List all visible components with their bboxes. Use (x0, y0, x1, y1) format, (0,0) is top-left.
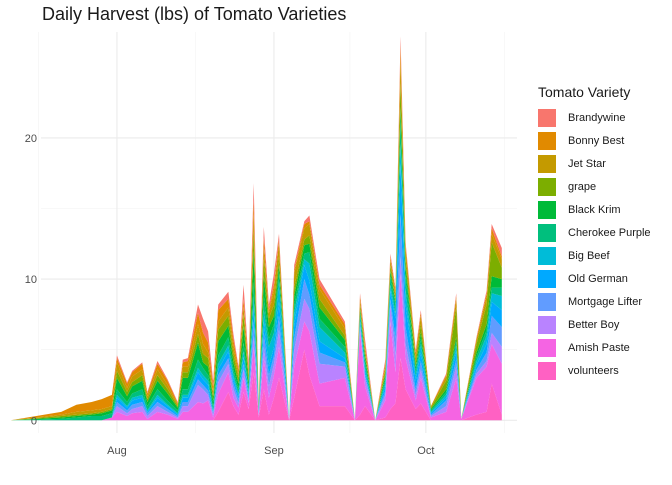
legend-key-swatch (538, 223, 556, 242)
legend-key-swatch (538, 131, 556, 150)
legend-label: Jet Star (568, 157, 606, 170)
legend-item: Jet Star (538, 152, 651, 175)
legend-key-swatch (538, 269, 556, 288)
legend-label: Big Beef (568, 249, 610, 262)
legend-label: Black Krim (568, 203, 621, 216)
legend-key-swatch (538, 361, 556, 380)
stacked-areas (10, 36, 502, 421)
area-volunteers (10, 349, 502, 421)
chart-title: Daily Harvest (lbs) of Tomato Varieties (42, 4, 347, 24)
legend-key-swatch (538, 200, 556, 219)
legend-item: Old German (538, 267, 651, 290)
legend-key-swatch (538, 246, 556, 265)
legend-item: Black Krim (538, 198, 651, 221)
legend-label: Old German (568, 272, 628, 285)
legend-label: Better Boy (568, 318, 620, 331)
y-tick-label: 0 (31, 415, 37, 427)
y-tick-label: 10 (25, 274, 37, 286)
legend-key-swatch (538, 292, 556, 311)
legend-label: Cherokee Purple (568, 226, 651, 239)
legend-key-swatch (538, 315, 556, 334)
x-tick-label: Sep (264, 445, 284, 457)
legend-items: Brandywine Bonny Best Jet Star grape Black K… (538, 106, 651, 382)
legend-key-swatch (538, 177, 556, 196)
legend-item: Big Beef (538, 244, 651, 267)
legend-item: grape (538, 175, 651, 198)
legend-item: Bonny Best (538, 129, 651, 152)
legend: Tomato Variety Brandywine Bonny Best Jet S… (538, 84, 651, 382)
x-tick-label: Aug (107, 445, 127, 457)
legend-key-swatch (538, 108, 556, 127)
legend-key-swatch (538, 154, 556, 173)
legend-item: Brandywine (538, 106, 651, 129)
y-axis: 0 10 20 (25, 133, 37, 427)
legend-label: Brandywine (568, 111, 626, 124)
legend-item: Cherokee Purple (538, 221, 651, 244)
legend-item: Amish Paste (538, 336, 651, 359)
legend-label: Bonny Best (568, 134, 625, 147)
legend-label: Mortgage Lifter (568, 295, 642, 308)
legend-label: Amish Paste (568, 341, 630, 354)
legend-item: volunteers (538, 359, 651, 382)
area-amish-paste (10, 273, 502, 421)
legend-item: Better Boy (538, 313, 651, 336)
legend-item: Mortgage Lifter (538, 290, 651, 313)
x-axis: Aug Sep Oct (107, 445, 434, 457)
legend-title: Tomato Variety (538, 84, 631, 100)
legend-label: volunteers (568, 364, 619, 377)
legend-label: grape (568, 180, 597, 193)
x-tick-label: Oct (417, 445, 434, 457)
grid-minor (38, 32, 517, 433)
legend-key-swatch (538, 338, 556, 357)
y-tick-label: 20 (25, 133, 37, 145)
